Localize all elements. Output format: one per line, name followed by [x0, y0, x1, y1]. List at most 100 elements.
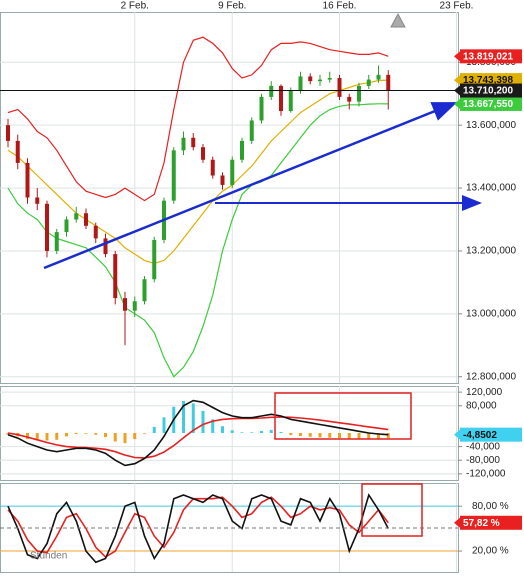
x-tick-label: 23 Feb.	[440, 1, 474, 12]
value-flag-pointer	[454, 429, 460, 440]
candle-body	[376, 74, 381, 80]
histogram-bar	[318, 433, 322, 438]
candle-body	[366, 79, 371, 86]
histogram-bar	[104, 433, 107, 438]
histogram-bar	[55, 433, 59, 440]
candle-body	[269, 85, 274, 97]
candle-body	[298, 76, 303, 91]
candle-body	[201, 147, 205, 160]
y-tick-label: 13.000,000	[466, 308, 516, 319]
candle-body	[249, 120, 254, 141]
x-tick-label: 9 Feb.	[218, 1, 246, 12]
candle-body	[64, 219, 69, 233]
histogram-bar	[260, 430, 263, 433]
highlight-box[interactable]	[274, 392, 412, 440]
candle-body	[103, 238, 108, 255]
candle-body	[152, 239, 157, 280]
value-flag-pointer	[454, 98, 460, 109]
candle-body	[84, 213, 88, 226]
line	[7, 36, 389, 202]
histogram-bar	[191, 403, 195, 433]
y-tick-label: 20,00 %	[472, 546, 509, 557]
histogram-bar	[269, 429, 273, 433]
value-label: 13.819,021	[463, 51, 513, 62]
value-flag	[460, 427, 522, 442]
histogram-bar	[65, 433, 68, 437]
y-tick-label: 13.400,000	[466, 183, 516, 194]
histogram-bar	[328, 433, 332, 438]
histogram-bar	[377, 433, 380, 439]
value-flag	[460, 515, 522, 530]
y-tick-label: -80,000	[466, 455, 500, 466]
histogram-bar	[347, 433, 351, 439]
histogram-bar	[299, 433, 302, 437]
scroll-handle[interactable]	[390, 12, 406, 28]
candle-body	[259, 96, 264, 121]
value-flag	[460, 49, 522, 64]
line	[7, 79, 389, 265]
y-tick-label: -40,000	[466, 441, 500, 452]
value-label: 13.710,200	[463, 86, 513, 97]
candle-body	[113, 254, 118, 299]
candle-body	[45, 203, 49, 251]
candle-body	[93, 225, 98, 239]
price-panel	[0, 12, 459, 384]
candle-body	[210, 159, 215, 176]
histogram-bar	[152, 426, 156, 433]
histogram-bar	[94, 433, 98, 435]
y-tick-label: -120,000	[466, 469, 506, 480]
value-flag-pointer	[454, 517, 460, 528]
interval-label: Stunden	[30, 551, 67, 562]
line	[7, 493, 390, 564]
value-flag	[460, 96, 522, 111]
histogram-bar	[386, 433, 390, 439]
histogram-bar	[6, 433, 10, 435]
histogram-bar	[367, 433, 371, 440]
y-tick-label: 80,000	[466, 400, 497, 411]
candle-body	[337, 78, 342, 97]
histogram-bar	[35, 433, 39, 440]
histogram-bar	[289, 433, 293, 436]
line	[7, 399, 389, 467]
candle-body	[327, 78, 332, 80]
candle-body	[6, 125, 10, 141]
histogram-bar	[113, 433, 117, 442]
histogram-bar	[74, 433, 78, 435]
candle-body	[230, 159, 235, 185]
value-label: -4,8502	[463, 430, 497, 441]
candle-body	[35, 197, 40, 204]
candle-body	[357, 85, 361, 102]
candle-body	[347, 96, 352, 102]
value-flag	[460, 83, 522, 98]
histogram-bar	[84, 433, 88, 434]
histogram-bar	[26, 433, 29, 440]
x-tick-label: 16 Feb.	[323, 1, 357, 12]
value-label: 13.667,550	[463, 99, 513, 110]
candle-body	[54, 232, 59, 251]
candle-body	[308, 76, 313, 82]
candle-body	[279, 85, 283, 112]
y-tick-label: 80,00 %	[472, 501, 509, 512]
y-tick-label: 13.600,000	[466, 120, 516, 131]
value-label: 57,82 %	[463, 518, 500, 529]
trend-line[interactable]	[43, 101, 458, 270]
candle-body	[240, 140, 244, 160]
value-flag-pointer	[454, 75, 460, 86]
candle-body	[123, 298, 127, 311]
histogram-bar	[133, 433, 137, 440]
candle-body	[191, 137, 196, 148]
candle-body	[142, 279, 147, 302]
line	[7, 416, 389, 459]
histogram-bar	[162, 417, 166, 433]
x-tick-label: 2 Feb.	[121, 1, 149, 12]
line	[7, 103, 389, 378]
histogram-bar	[123, 433, 127, 444]
y-tick-label: 120,000	[466, 387, 503, 398]
histogram-bar	[250, 432, 254, 433]
histogram-bar	[45, 433, 49, 441]
value-flag-pointer	[454, 51, 460, 62]
highlight-box[interactable]	[361, 483, 423, 537]
value-label: 13.743,398	[463, 75, 513, 86]
